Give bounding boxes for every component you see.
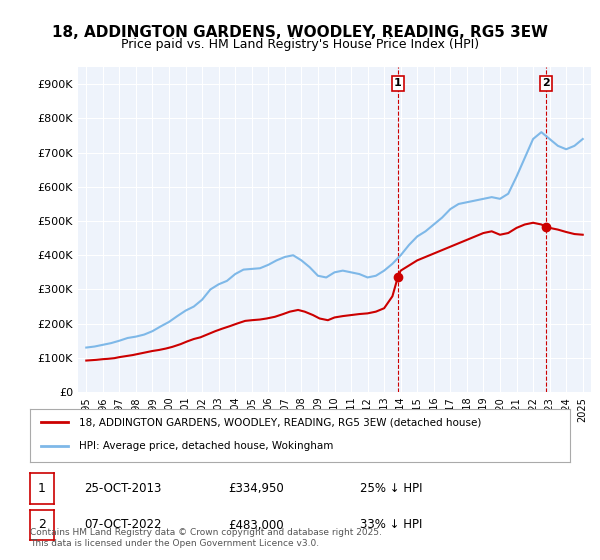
Text: 18, ADDINGTON GARDENS, WOODLEY, READING, RG5 3EW (detached house): 18, ADDINGTON GARDENS, WOODLEY, READING,… [79,417,481,427]
Text: 1: 1 [38,482,46,495]
Text: 07-OCT-2022: 07-OCT-2022 [84,519,161,531]
Text: 25% ↓ HPI: 25% ↓ HPI [360,482,422,495]
Text: 2: 2 [38,519,46,531]
Text: 1: 1 [394,78,401,88]
Text: 25-OCT-2013: 25-OCT-2013 [84,482,161,495]
Text: Price paid vs. HM Land Registry's House Price Index (HPI): Price paid vs. HM Land Registry's House … [121,38,479,51]
Text: Contains HM Land Registry data © Crown copyright and database right 2025.
This d: Contains HM Land Registry data © Crown c… [30,528,382,548]
Text: £334,950: £334,950 [228,482,284,495]
Text: 33% ↓ HPI: 33% ↓ HPI [360,519,422,531]
Text: £483,000: £483,000 [228,519,284,531]
Text: HPI: Average price, detached house, Wokingham: HPI: Average price, detached house, Woki… [79,441,333,451]
Text: 2: 2 [542,78,550,88]
Text: 18, ADDINGTON GARDENS, WOODLEY, READING, RG5 3EW: 18, ADDINGTON GARDENS, WOODLEY, READING,… [52,25,548,40]
